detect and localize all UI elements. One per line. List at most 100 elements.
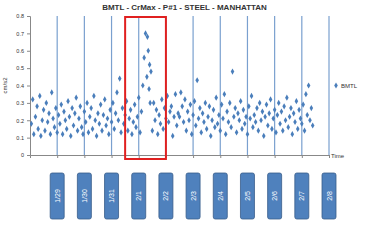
point — [30, 121, 33, 127]
point — [284, 117, 288, 123]
point — [266, 122, 270, 128]
grid-line — [301, 16, 302, 155]
point — [170, 103, 174, 109]
point — [140, 108, 144, 114]
point — [179, 89, 183, 95]
y-tick-mark — [27, 16, 30, 17]
point — [49, 131, 53, 137]
point — [227, 119, 231, 125]
grid — [57, 16, 329, 155]
y-tick-label: 0.3 — [16, 100, 24, 106]
point — [243, 121, 247, 127]
point — [87, 129, 91, 135]
legend-label: BMTL — [341, 83, 358, 89]
point — [194, 122, 198, 128]
point — [311, 122, 315, 128]
point — [205, 126, 209, 132]
y-tick-mark — [27, 103, 30, 104]
point — [32, 131, 36, 137]
point — [160, 96, 164, 102]
date-label: 1/29 — [54, 189, 61, 203]
x-tick-mark — [329, 155, 330, 158]
x-tick — [57, 155, 58, 158]
point — [118, 75, 122, 81]
point — [74, 95, 78, 101]
x-tick-mark — [57, 155, 58, 158]
date-box — [186, 173, 200, 219]
y-tick-mark — [27, 86, 30, 87]
point — [232, 114, 236, 120]
point — [85, 100, 89, 106]
y-tick: 0 — [21, 152, 30, 158]
y-axis-title: cm/s2 — [2, 77, 8, 94]
point — [289, 105, 293, 111]
grid-line — [274, 16, 275, 155]
point — [223, 91, 227, 97]
y-tick-mark — [27, 155, 30, 156]
point — [51, 115, 55, 121]
point — [64, 117, 68, 123]
point — [148, 62, 152, 68]
point — [107, 131, 111, 137]
point — [282, 103, 286, 109]
point — [239, 98, 243, 104]
point — [142, 55, 146, 61]
x-tick-mark — [139, 155, 140, 158]
point — [263, 114, 267, 120]
point — [58, 121, 62, 127]
x-tick-mark — [220, 155, 221, 158]
point — [189, 102, 193, 108]
x-tick-mark — [275, 155, 276, 158]
point — [149, 69, 153, 75]
point — [114, 110, 118, 116]
point — [159, 121, 163, 127]
point — [129, 107, 133, 113]
point — [91, 126, 95, 132]
point — [303, 128, 307, 134]
point — [202, 119, 206, 125]
point — [185, 128, 189, 134]
y-tick-label: 0.8 — [16, 13, 24, 19]
y-tick: 0.8 — [16, 13, 30, 19]
point — [92, 93, 96, 99]
point — [252, 112, 256, 118]
point — [161, 126, 165, 132]
date-label: 2/3 — [190, 191, 197, 201]
point — [108, 107, 112, 113]
point — [145, 74, 149, 80]
date-box — [240, 173, 254, 219]
point — [191, 112, 195, 118]
point — [251, 124, 255, 130]
point — [276, 112, 280, 118]
y-tick: 0.5 — [16, 65, 30, 71]
point — [47, 110, 51, 116]
y-tick-label: 0.2 — [16, 118, 24, 124]
point — [172, 114, 176, 120]
point — [31, 96, 35, 102]
point — [115, 89, 119, 95]
point — [195, 77, 199, 83]
point — [38, 93, 42, 99]
y-tick-label: 0.7 — [16, 31, 24, 37]
x-tick — [275, 155, 276, 158]
date-box — [213, 173, 227, 219]
x-tick — [247, 155, 248, 158]
date-label: 1/30 — [81, 189, 88, 203]
point — [111, 100, 115, 106]
y-tick-mark — [27, 120, 30, 121]
y-tick: 0.4 — [16, 83, 30, 89]
point — [224, 131, 228, 137]
point — [221, 115, 225, 121]
point — [171, 133, 175, 139]
point — [76, 128, 80, 134]
y-tick: 0.6 — [16, 48, 30, 54]
point — [197, 115, 201, 121]
point — [301, 102, 305, 108]
point — [81, 131, 85, 137]
point — [106, 115, 110, 121]
point — [271, 115, 275, 121]
point — [100, 128, 104, 134]
point — [225, 108, 229, 114]
x-tick-mark — [112, 155, 113, 158]
point — [35, 103, 39, 109]
